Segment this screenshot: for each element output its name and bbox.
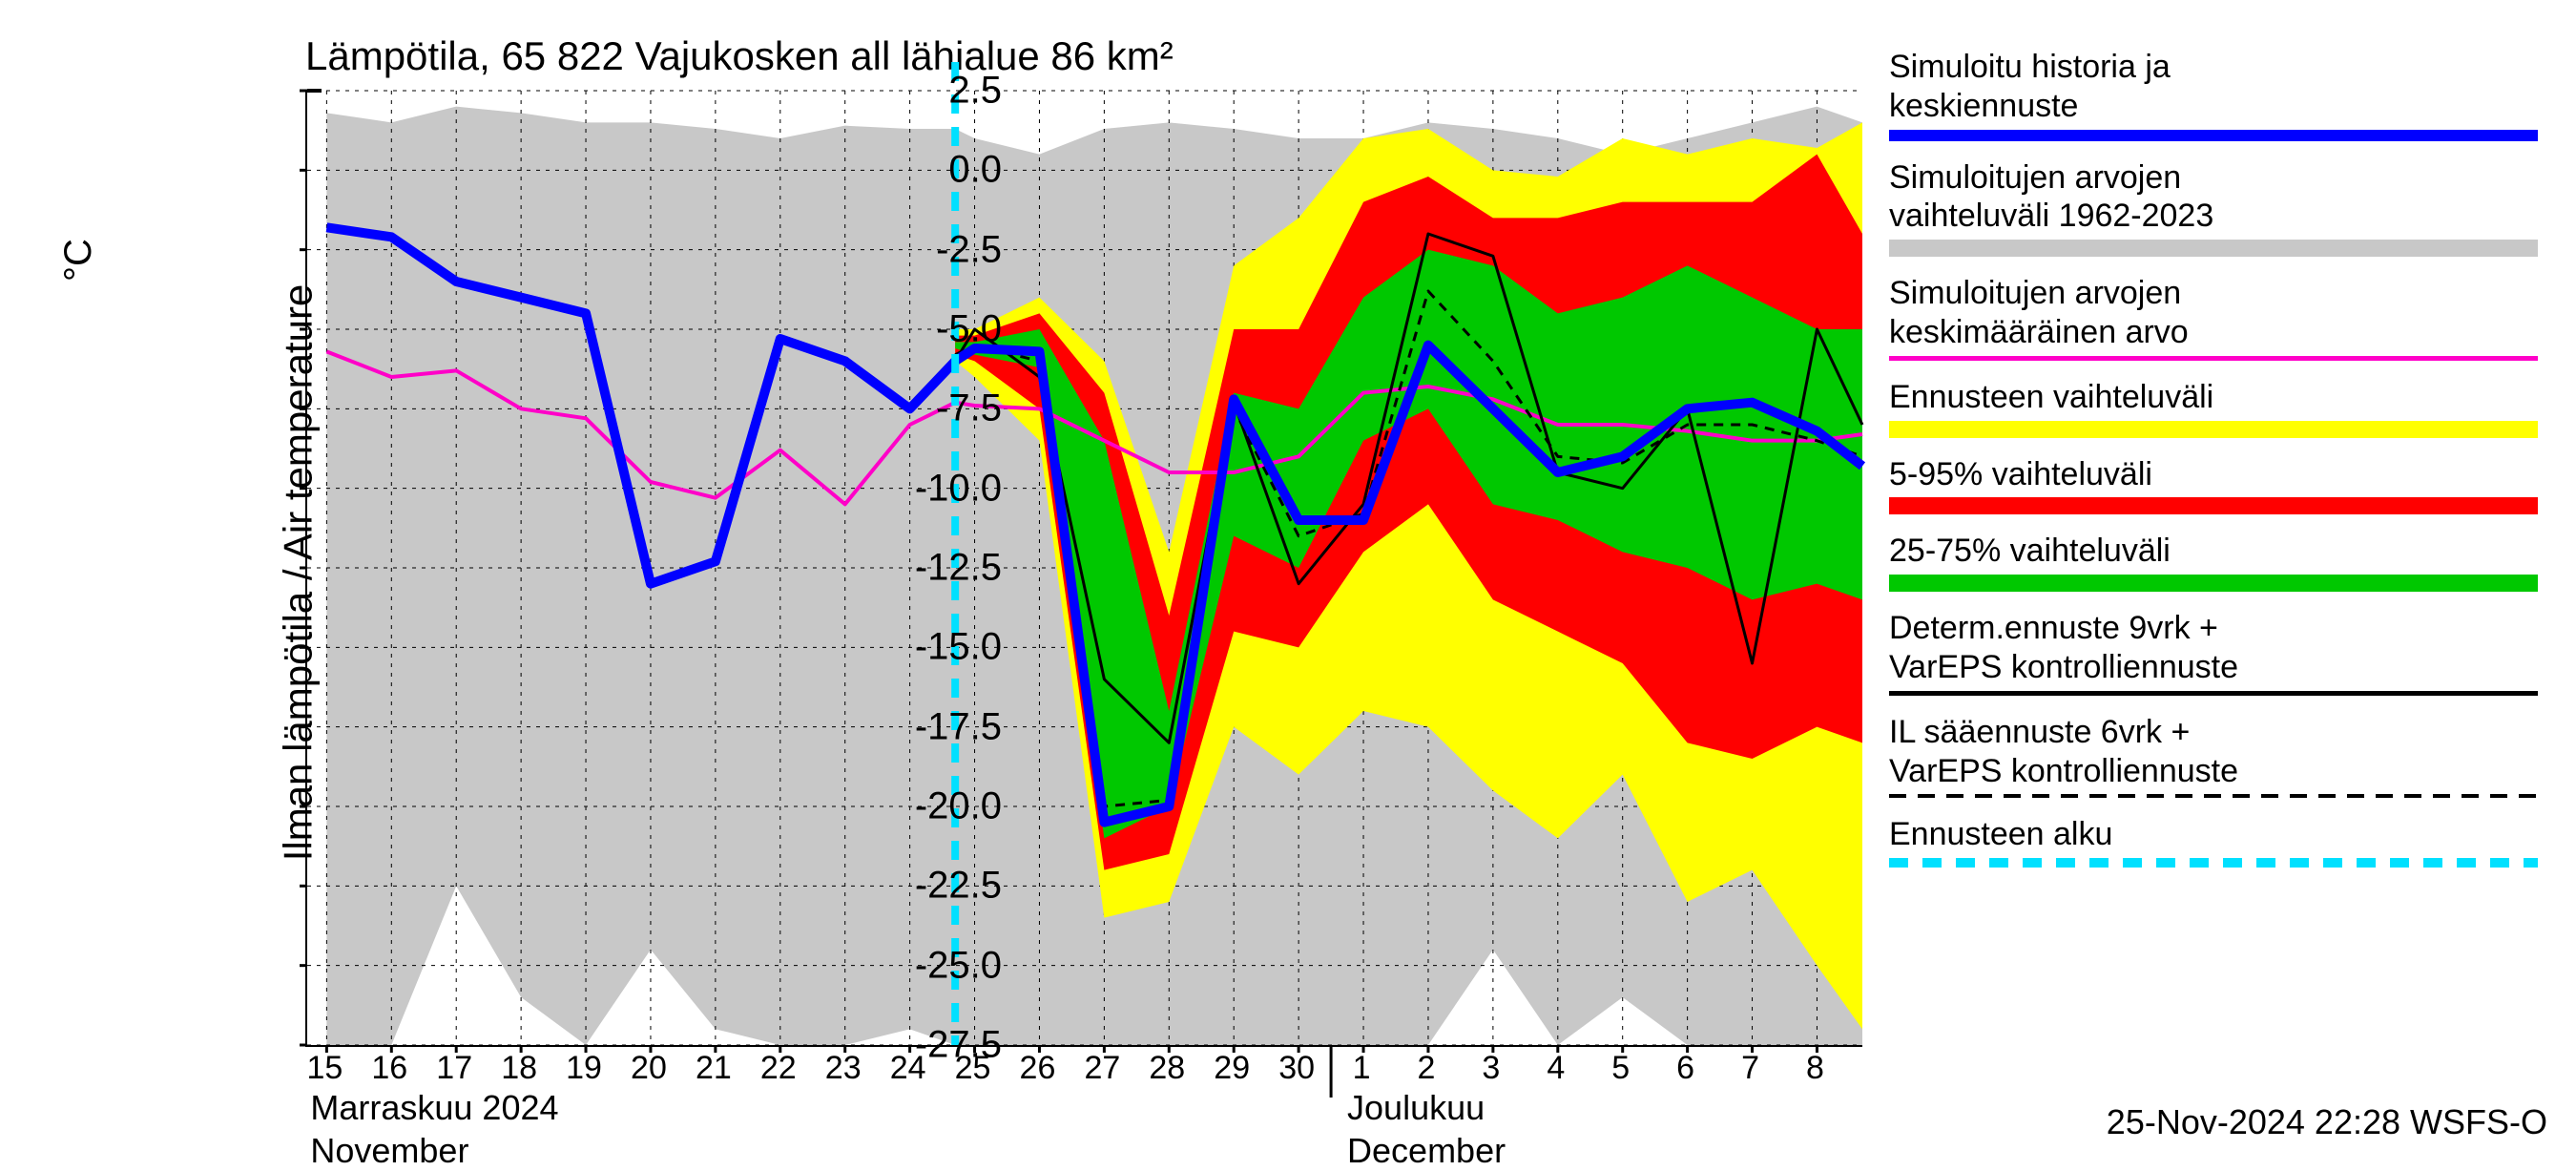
y-axis-unit: °C <box>57 239 100 282</box>
y-tick-label: -22.5 <box>887 865 1002 908</box>
legend-text: Simuloitujen arvojen <box>1889 158 2557 198</box>
x-tick-label: 4 <box>1547 1050 1565 1087</box>
legend-swatch <box>1889 497 2538 514</box>
legend-text: Ennusteen vaihteluväli <box>1889 378 2557 417</box>
x-tick-label: 26 <box>1020 1050 1056 1087</box>
y-tick-label: -5.0 <box>887 308 1002 351</box>
legend-text: keskimääräinen arvo <box>1889 313 2557 352</box>
legend-swatch <box>1889 240 2538 257</box>
y-tick-label: 2.5 <box>887 70 1002 113</box>
x-tick-label: 21 <box>696 1050 732 1087</box>
x-tick-label: 8 <box>1806 1050 1824 1087</box>
chart-wrapper: Lämpötila, 65 822 Vajukosken all lähialu… <box>0 0 2576 1145</box>
y-tick-label: -2.5 <box>887 228 1002 271</box>
legend-swatch <box>1889 858 2538 868</box>
legend-text: Simuloitujen arvojen <box>1889 274 2557 313</box>
month-label-en: December <box>1347 1131 1506 1171</box>
x-tick-label: 17 <box>436 1050 472 1087</box>
x-tick-label: 28 <box>1149 1050 1185 1087</box>
chart-title: Lämpötila, 65 822 Vajukosken all lähialu… <box>305 33 1174 79</box>
legend-text: VarEPS kontrolliennuste <box>1889 752 2557 791</box>
legend-entry: 5-95% vaihteluväli <box>1889 455 2557 515</box>
x-tick-label: 19 <box>566 1050 602 1087</box>
y-tick-label: -7.5 <box>887 387 1002 430</box>
x-tick-label: 2 <box>1417 1050 1435 1087</box>
x-tick-label: 7 <box>1741 1050 1759 1087</box>
legend-text: 25-75% vaihteluväli <box>1889 532 2557 571</box>
legend-swatch <box>1889 691 2538 696</box>
legend-text: Ennusteen alku <box>1889 815 2557 854</box>
y-tick-label: -25.0 <box>887 944 1002 987</box>
legend-text: Determ.ennuste 9vrk + <box>1889 609 2557 648</box>
x-tick-label: 25 <box>955 1050 991 1087</box>
legend-text: vaihteluväli 1962-2023 <box>1889 197 2557 236</box>
y-tick-label: -17.5 <box>887 705 1002 748</box>
x-tick-label: 6 <box>1676 1050 1694 1087</box>
legend: Simuloitu historia jakeskiennusteSimuloi… <box>1889 48 2557 885</box>
legend-text: Simuloitu historia ja <box>1889 48 2557 87</box>
y-tick-label: -10.0 <box>887 467 1002 510</box>
legend-entry: Simuloitu historia jakeskiennuste <box>1889 48 2557 141</box>
x-tick-label: 27 <box>1084 1050 1120 1087</box>
legend-entry: Simuloitujen arvojenkeskimääräinen arvo <box>1889 274 2557 361</box>
month-label: Marraskuu 2024 <box>310 1088 558 1128</box>
legend-entry: IL sääennuste 6vrk + VarEPS kontrollienn… <box>1889 713 2557 799</box>
x-tick-label: 1 <box>1353 1050 1371 1087</box>
legend-entry: Determ.ennuste 9vrk +VarEPS kontrollienn… <box>1889 609 2557 696</box>
legend-entry: Ennusteen vaihteluväli <box>1889 378 2557 438</box>
legend-entry: Ennusteen alku <box>1889 815 2557 868</box>
plot-svg <box>307 91 1862 1045</box>
plot-area <box>305 91 1862 1047</box>
legend-entry: Simuloitujen arvojenvaihteluväli 1962-20… <box>1889 158 2557 258</box>
legend-text: keskiennuste <box>1889 87 2557 126</box>
timestamp: 25-Nov-2024 22:28 WSFS-O <box>2107 1102 2547 1142</box>
legend-text: IL sääennuste 6vrk + <box>1889 713 2557 752</box>
legend-text: 5-95% vaihteluväli <box>1889 455 2557 494</box>
y-tick-label: -20.0 <box>887 785 1002 828</box>
x-tick-label: 15 <box>306 1050 343 1087</box>
y-tick-label: -12.5 <box>887 547 1002 590</box>
y-tick-label: -15.0 <box>887 626 1002 669</box>
legend-swatch <box>1889 421 2538 438</box>
y-tick-label: 0.0 <box>887 149 1002 192</box>
legend-swatch <box>1889 575 2538 592</box>
x-tick-label: 16 <box>371 1050 407 1087</box>
x-tick-label: 5 <box>1611 1050 1630 1087</box>
legend-swatch <box>1889 356 2538 361</box>
legend-entry: 25-75% vaihteluväli <box>1889 532 2557 592</box>
x-tick-label: 20 <box>631 1050 667 1087</box>
x-tick-label: 23 <box>825 1050 862 1087</box>
legend-swatch <box>1889 130 2538 141</box>
month-label-en: November <box>310 1131 468 1171</box>
x-tick-label: 18 <box>501 1050 537 1087</box>
legend-swatch <box>1889 794 2538 798</box>
x-tick-label: 24 <box>890 1050 926 1087</box>
x-tick-label: 30 <box>1278 1050 1315 1087</box>
legend-text: VarEPS kontrolliennuste <box>1889 648 2557 687</box>
x-tick-label: 22 <box>760 1050 797 1087</box>
x-tick-label: 3 <box>1482 1050 1500 1087</box>
month-label: Joulukuu <box>1347 1088 1485 1128</box>
x-tick-label: 29 <box>1214 1050 1250 1087</box>
